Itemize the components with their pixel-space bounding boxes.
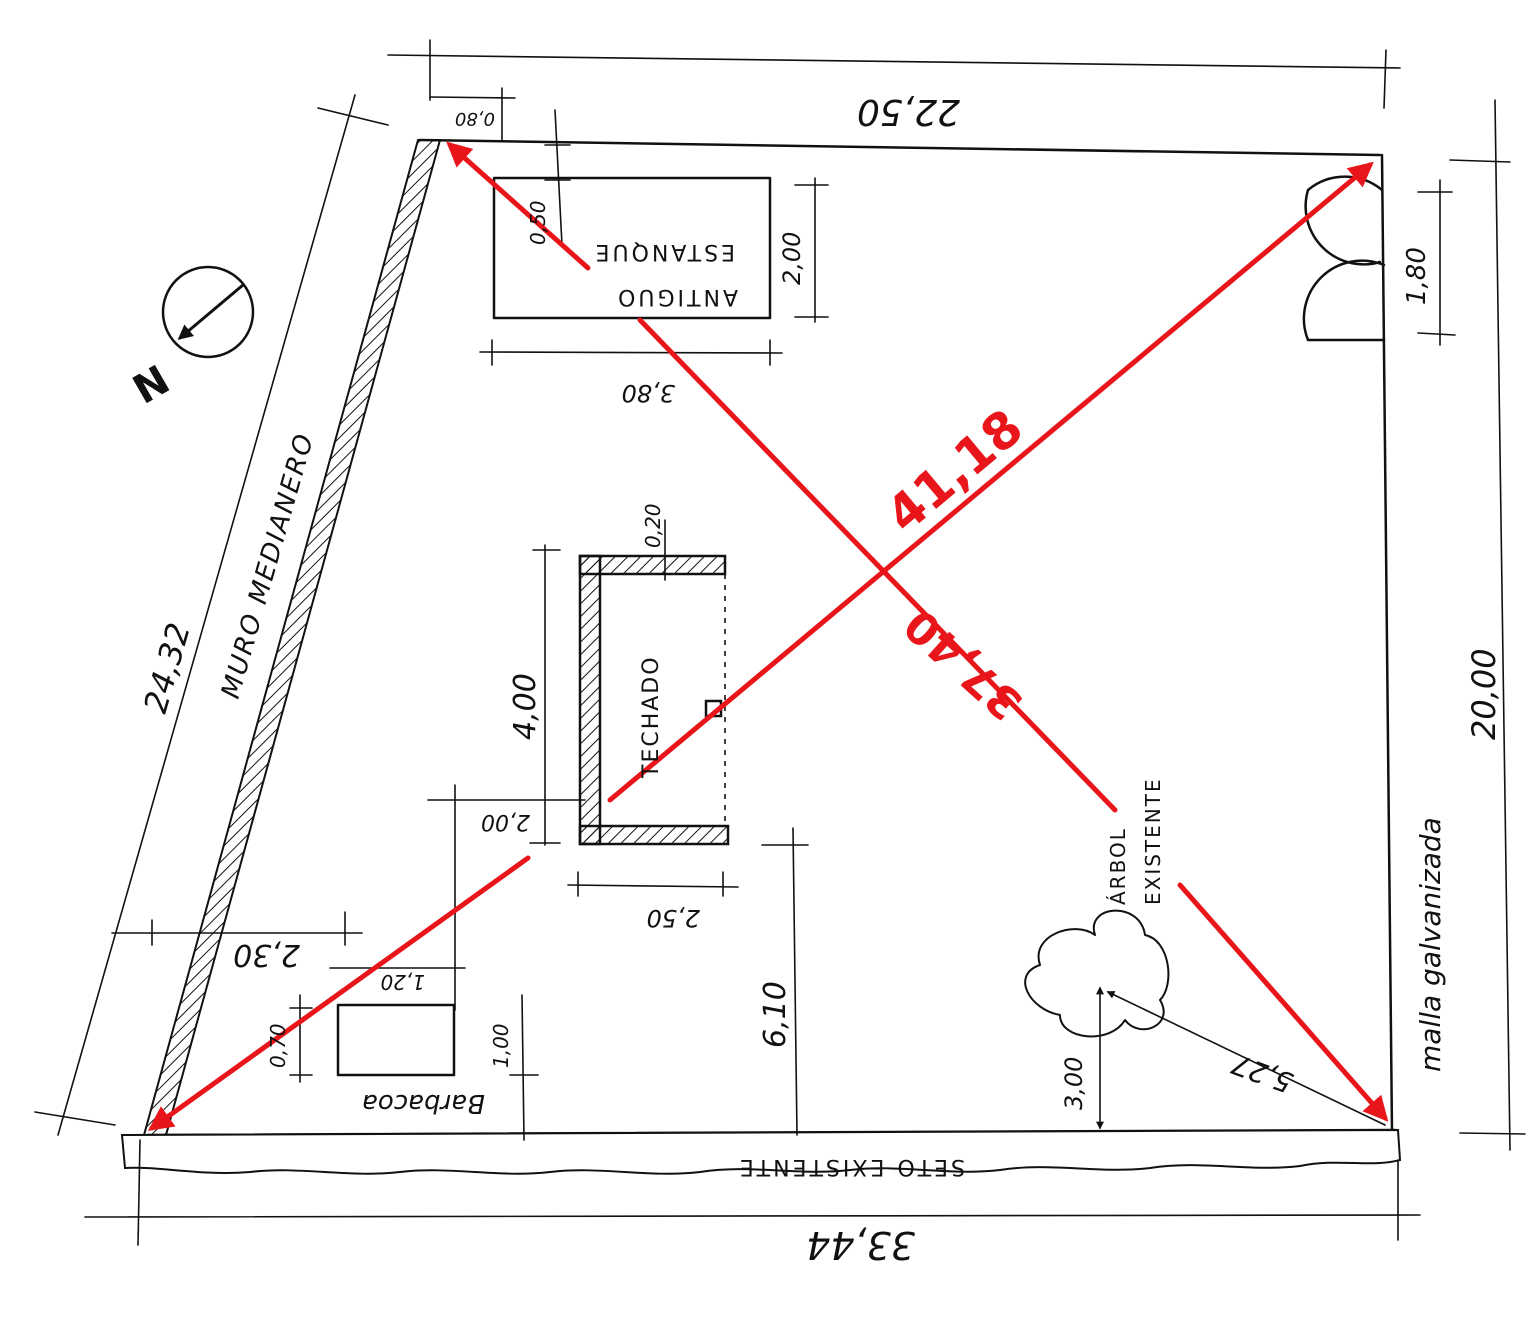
gate-icon (1302, 175, 1386, 342)
dim-left: 24,32 (136, 619, 198, 718)
fence-label: malla galvanizada (1414, 817, 1447, 1072)
dim-bbq-height: 1,00 (489, 1023, 513, 1068)
diagonal-label-1: 41,18 (875, 398, 1033, 544)
dimension-lines (34, 39, 1526, 1246)
tree-label-line2: EXISTENTE (1141, 777, 1165, 905)
dim-center-to-hedge: 6,10 (758, 981, 793, 1048)
red-diagonals (147, 141, 1389, 1131)
diagonal-label-2: 37,40 (895, 599, 1033, 730)
dim-roof-gap: 2,00 (481, 809, 530, 834)
dim-pond-width: 3,80 (622, 379, 675, 407)
tree-icon (1024, 909, 1170, 1038)
hedge-label: SETO EXISTENTE (737, 1154, 965, 1179)
diagonal-37-40 (637, 317, 1118, 813)
dim-bottom: 33,44 (806, 1223, 915, 1267)
diagonal-41-18 (607, 161, 1374, 803)
dim-roof-wall: 0,20 (641, 503, 665, 548)
barbecue (336, 1003, 456, 1077)
diagonal-37-40-upper (446, 141, 591, 271)
diagonal-41-18-lower (147, 855, 531, 1131)
dim-tree-to-corner: 5,27 (1227, 1047, 1297, 1099)
dim-bbq-width: 1,20 (380, 970, 425, 994)
hedge (120, 1128, 1402, 1175)
tree-label-line1: ÁRBOL (1106, 827, 1130, 905)
dim-right: 20,00 (1465, 648, 1503, 740)
covered-area (578, 554, 730, 846)
dim-bbq-offset: 2,30 (233, 937, 300, 972)
dim-roof-width: 2,50 (647, 904, 700, 932)
north-arrow-icon: N (124, 265, 255, 411)
old-pond (492, 176, 772, 320)
pond-label-line1: ANTIGUO (615, 284, 738, 309)
dim-pond-height: 2,00 (778, 232, 806, 285)
right-fence (1380, 153, 1394, 1134)
dim-top: 22,50 (857, 91, 960, 132)
diagonal-37-40-lower (1177, 882, 1389, 1122)
dim-bbq-depth: 0,70 (266, 1023, 290, 1068)
covered-label: TECHADO (639, 655, 664, 779)
barbecue-label: Barbacoa (362, 1088, 485, 1118)
dim-roof-height: 4,00 (508, 673, 543, 740)
dim-tree-to-hedge: 3,00 (1060, 1057, 1088, 1110)
pond-label-line2: ESTANQUE (593, 239, 735, 264)
dim-wall-offset: 0,80 (455, 108, 495, 129)
dim-pond-offset: 0,50 (526, 200, 550, 245)
top-boundary (418, 138, 1382, 157)
north-label: N (124, 354, 176, 411)
dim-gate: 1,80 (1402, 247, 1432, 305)
